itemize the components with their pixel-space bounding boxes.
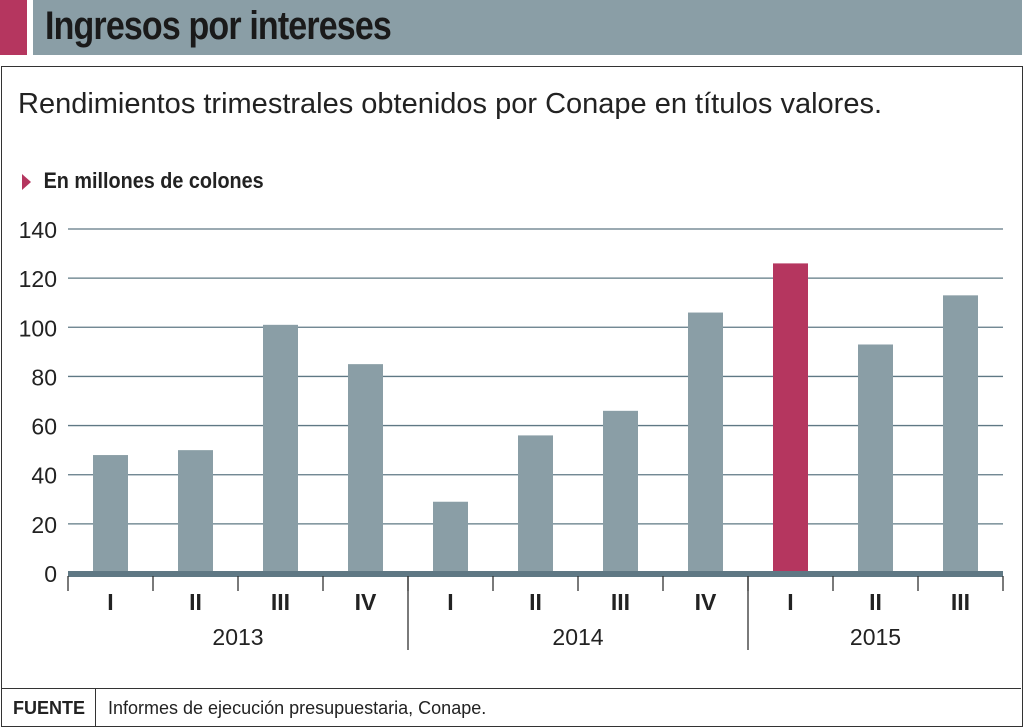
year-label: 2014 xyxy=(552,624,603,650)
x-tick-label: II xyxy=(869,589,882,615)
triangle-bullet-icon xyxy=(22,174,31,191)
x-tick-label: III xyxy=(951,589,970,615)
y-tick-label: 100 xyxy=(19,315,57,341)
x-tick-label: I xyxy=(447,589,453,615)
y-tick-label: 120 xyxy=(19,266,57,292)
bar xyxy=(348,364,383,573)
x-tick-label: II xyxy=(189,589,202,615)
x-tick-label: IV xyxy=(695,589,717,615)
source-text: Informes de ejecución presupuestaria, Co… xyxy=(108,698,487,718)
unit-label: En millones de colones xyxy=(22,168,264,194)
footer-divider xyxy=(95,689,96,726)
chart-title: Ingresos por intereses xyxy=(45,4,392,48)
x-tick-label: II xyxy=(529,589,542,615)
year-label: 2015 xyxy=(850,624,901,650)
bar xyxy=(773,263,808,573)
bar xyxy=(433,501,468,573)
y-axis-label: En millones de colones xyxy=(43,168,264,193)
x-tick-label: IV xyxy=(355,589,377,615)
header-bar: Ingresos por intereses xyxy=(33,0,1022,55)
x-tick-label: I xyxy=(787,589,793,615)
footer: FUENTE Informes de ejecución presupuesta… xyxy=(1,688,1021,726)
header-accent xyxy=(0,0,27,55)
bar xyxy=(263,324,298,573)
x-tick-label: III xyxy=(271,589,290,615)
bar xyxy=(858,344,893,573)
bar xyxy=(518,435,553,573)
y-tick-label: 80 xyxy=(31,364,57,390)
year-label: 2013 xyxy=(212,624,263,650)
x-tick-label: I xyxy=(107,589,113,615)
y-tick-label: 140 xyxy=(19,217,57,243)
y-tick-label: 0 xyxy=(44,561,57,587)
y-tick-label: 40 xyxy=(31,463,57,489)
x-tick-label: III xyxy=(611,589,630,615)
bar xyxy=(688,312,723,573)
bar xyxy=(93,455,128,573)
bar xyxy=(603,410,638,573)
y-tick-label: 20 xyxy=(31,512,57,538)
bar xyxy=(943,295,978,573)
source-label: FUENTE xyxy=(13,698,85,718)
chart-subtitle: Rendimientos trimestrales obtenidos por … xyxy=(18,88,883,120)
bar xyxy=(178,450,213,573)
x-axis xyxy=(68,571,1003,577)
y-tick-label: 60 xyxy=(31,414,57,440)
